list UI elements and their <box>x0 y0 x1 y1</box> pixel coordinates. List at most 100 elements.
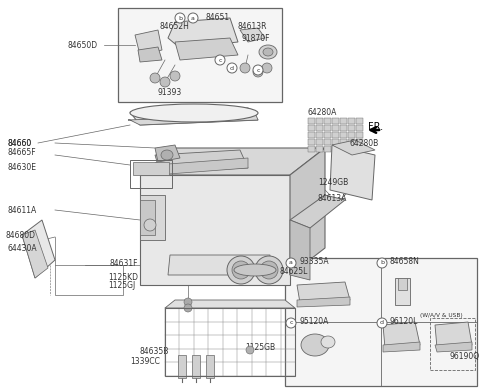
Polygon shape <box>398 278 407 290</box>
Polygon shape <box>178 355 186 378</box>
Bar <box>356 118 363 124</box>
Circle shape <box>184 298 192 306</box>
Polygon shape <box>22 230 48 278</box>
Ellipse shape <box>301 334 329 356</box>
Polygon shape <box>383 342 420 352</box>
Polygon shape <box>155 145 180 162</box>
Circle shape <box>144 219 156 231</box>
Polygon shape <box>290 220 310 280</box>
Polygon shape <box>140 200 155 235</box>
Text: 1249GB: 1249GB <box>318 178 348 187</box>
Polygon shape <box>297 297 350 307</box>
Circle shape <box>215 55 225 65</box>
Circle shape <box>377 258 387 268</box>
Circle shape <box>260 261 278 279</box>
Text: 84665F: 84665F <box>8 147 36 156</box>
Bar <box>324 132 331 138</box>
Text: a: a <box>289 261 293 265</box>
Circle shape <box>227 256 255 284</box>
Text: b: b <box>178 16 182 20</box>
Bar <box>340 146 347 152</box>
Text: c: c <box>289 321 293 325</box>
Bar <box>348 146 355 152</box>
Text: b: b <box>380 261 384 265</box>
Text: 1339CC: 1339CC <box>130 358 160 367</box>
Circle shape <box>188 13 198 23</box>
Text: d: d <box>380 321 384 325</box>
Bar <box>348 118 355 124</box>
Polygon shape <box>155 150 248 172</box>
Circle shape <box>255 256 283 284</box>
Polygon shape <box>140 175 290 285</box>
Text: 84613A: 84613A <box>318 194 348 203</box>
Text: 84660: 84660 <box>8 138 32 147</box>
Polygon shape <box>168 18 238 48</box>
Polygon shape <box>383 322 420 348</box>
Text: c: c <box>256 67 260 73</box>
Circle shape <box>184 304 192 312</box>
Text: 84611A: 84611A <box>8 205 37 214</box>
Polygon shape <box>130 108 258 125</box>
Bar <box>55 265 123 295</box>
Ellipse shape <box>234 264 276 276</box>
Circle shape <box>377 318 387 328</box>
Bar <box>332 146 339 152</box>
Text: 96190Q: 96190Q <box>450 352 480 361</box>
Text: 84613R: 84613R <box>238 22 267 31</box>
Polygon shape <box>133 162 169 175</box>
Bar <box>348 139 355 145</box>
Polygon shape <box>290 195 345 228</box>
Text: a: a <box>191 16 195 20</box>
Circle shape <box>232 261 250 279</box>
Polygon shape <box>332 140 375 155</box>
Bar <box>340 125 347 131</box>
Circle shape <box>227 63 237 73</box>
Text: 84651: 84651 <box>205 13 229 22</box>
Circle shape <box>170 71 180 81</box>
Text: 64430A: 64430A <box>8 243 37 252</box>
Bar <box>118 8 282 102</box>
Polygon shape <box>240 28 265 42</box>
Bar <box>340 132 347 138</box>
Bar <box>308 125 315 131</box>
Ellipse shape <box>321 336 335 348</box>
Polygon shape <box>22 220 55 278</box>
Text: 84680D: 84680D <box>5 230 35 240</box>
Circle shape <box>246 346 254 354</box>
Polygon shape <box>128 115 258 125</box>
Bar <box>332 139 339 145</box>
Text: 91393: 91393 <box>158 87 182 96</box>
Text: c: c <box>218 58 222 62</box>
Circle shape <box>262 63 272 73</box>
Text: FR.: FR. <box>368 122 383 132</box>
Bar <box>348 132 355 138</box>
Bar <box>324 146 331 152</box>
Text: 64280A: 64280A <box>308 107 337 116</box>
Polygon shape <box>155 158 248 175</box>
Text: 84630E: 84630E <box>8 163 37 172</box>
Bar <box>356 139 363 145</box>
Text: 1125KD: 1125KD <box>108 274 138 283</box>
Text: 91870F: 91870F <box>242 33 271 42</box>
Text: d: d <box>230 65 234 71</box>
Polygon shape <box>435 342 472 352</box>
Ellipse shape <box>130 104 258 122</box>
Text: 84631F: 84631F <box>110 258 139 267</box>
Circle shape <box>160 77 170 87</box>
Circle shape <box>175 13 185 23</box>
Text: 1125GB: 1125GB <box>245 343 275 352</box>
Bar <box>340 139 347 145</box>
Polygon shape <box>192 355 200 378</box>
Bar <box>332 132 339 138</box>
Bar <box>324 139 331 145</box>
Bar <box>316 146 323 152</box>
Circle shape <box>150 73 160 83</box>
Bar <box>165 308 295 376</box>
Bar <box>430 318 475 370</box>
Ellipse shape <box>161 150 173 160</box>
Bar <box>308 118 315 124</box>
Polygon shape <box>135 30 162 55</box>
Bar <box>332 125 339 131</box>
Bar <box>285 258 477 386</box>
Polygon shape <box>330 145 375 200</box>
